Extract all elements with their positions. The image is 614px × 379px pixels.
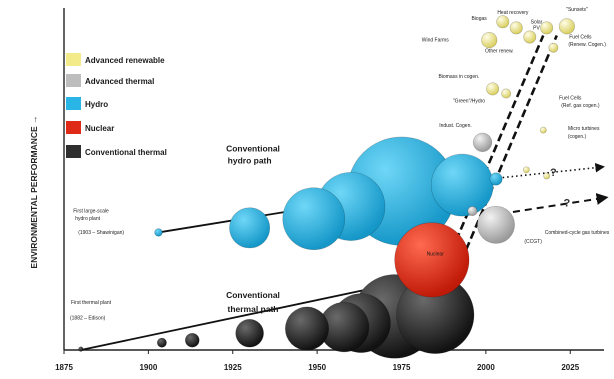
annotation-label: Wind Farms — [422, 38, 449, 44]
x-tick-label: 1925 — [224, 363, 242, 372]
annotation-label: Indust. Cogen. — [439, 123, 472, 129]
trend-path-dashed — [489, 193, 609, 217]
legend-label-advanced-renewable: Advanced renewable — [85, 56, 165, 65]
x-tick-label: 1950 — [308, 363, 326, 372]
bubble-advanced-renewable — [522, 166, 530, 174]
bubble-advanced-renewable — [539, 126, 547, 134]
path-label: hydro path — [228, 156, 272, 166]
legend-item-conventional-thermal: Conventional thermal — [66, 145, 167, 158]
bubble-hydro — [489, 172, 503, 186]
x-tick-label: 1875 — [55, 363, 73, 372]
annotation-label: Fuel Cells — [569, 35, 592, 41]
x-tick-label: 2025 — [561, 363, 579, 372]
annotation-label: Micro turbines — [568, 126, 600, 132]
annotation-label: Biogas — [471, 16, 487, 22]
trend-path-dashed-thick — [450, 34, 558, 284]
annotation-label: (cogen.) — [568, 134, 587, 140]
annotation-label: (Renew. Cogen.) — [568, 42, 606, 48]
bubble-advanced-renewable — [501, 88, 512, 99]
bubble-conventional-thermal — [78, 346, 84, 352]
question-mark: ? — [564, 197, 571, 209]
annotation-label: (1882 – Edison) — [70, 315, 106, 321]
bubble-advanced-renewable — [481, 32, 498, 49]
legend-swatch-nuclear — [66, 121, 81, 134]
bubble-advanced-thermal — [472, 132, 493, 152]
annotation-label: Heat recovery — [497, 10, 529, 16]
legend: Advanced renewable Advanced thermal Hydr… — [66, 53, 167, 158]
bubble-advanced-renewable — [540, 21, 554, 35]
annotation-label: Biomass in cogen. — [438, 74, 479, 80]
legend-item-hydro: Hydro — [66, 97, 108, 110]
path-label: Conventional — [226, 290, 280, 300]
legend-label-nuclear: Nuclear — [85, 124, 114, 133]
bubble-hydro — [282, 187, 346, 250]
annotation-label: (Ref. gas cogen.) — [561, 103, 600, 109]
legend-label-conventional-thermal: Conventional thermal — [85, 148, 167, 157]
y-axis-label: ENVIRONMENTAL PERFORMANCE → — [29, 115, 39, 268]
annotation-label: First thermal plant — [71, 300, 112, 306]
annotation-label: (1903 – Shawinigan) — [78, 230, 124, 236]
annotation-label: Combined-cycle gas turbines — [545, 230, 610, 236]
legend-swatch-conventional-thermal — [66, 145, 81, 158]
bubble-advanced-renewable — [509, 21, 523, 35]
bubble-hydro — [154, 228, 163, 237]
bubble-advanced-renewable — [486, 82, 500, 96]
annotation-label: (CCGT) — [524, 239, 542, 245]
annotation-label: PV — [533, 25, 540, 31]
legend-item-advanced-thermal: Advanced thermal — [66, 74, 154, 87]
bubble-conventional-thermal — [284, 306, 329, 351]
trend-path-dashed-thick — [440, 34, 545, 275]
annotation-label: Fuel Cells — [559, 96, 582, 102]
legend-label-advanced-thermal: Advanced thermal — [85, 77, 154, 86]
annotation-label: Other renew. — [485, 48, 514, 54]
bubble-advanced-renewable — [548, 42, 559, 53]
x-tick-label: 1975 — [393, 363, 411, 372]
bubble-advanced-renewable — [523, 30, 537, 44]
axes: 1875 1900 1925 1950 1975 2000 2025 — [55, 8, 604, 372]
bubble-conventional-thermal — [156, 337, 167, 348]
legend-label-hydro: Hydro — [85, 100, 108, 109]
x-tick-label: 2000 — [477, 363, 495, 372]
legend-item-nuclear: Nuclear — [66, 121, 114, 134]
legend-swatch-hydro — [66, 97, 81, 110]
legend-item-advanced-renewable: Advanced renewable — [66, 53, 165, 66]
bubble-conventional-thermal — [235, 318, 264, 348]
annotation-label: Solar — [531, 19, 543, 25]
bubble-advanced-thermal — [477, 205, 515, 244]
path-label: thermal path — [227, 304, 278, 314]
annotation-label: First large-scale — [73, 209, 109, 215]
legend-swatch-advanced-renewable — [66, 53, 81, 66]
legend-swatch-advanced-thermal — [66, 74, 81, 87]
bubble-advanced-renewable — [543, 172, 551, 180]
bubble-conventional-thermal — [184, 332, 200, 348]
question-mark: ? — [550, 167, 557, 179]
annotation-label: hydro plant — [75, 216, 100, 222]
annotation-label: Nuclear — [427, 251, 445, 257]
path-label: Conventional — [226, 144, 280, 154]
annotation-label: "Sunsets" — [566, 7, 588, 13]
bubble-advanced-renewable — [496, 15, 510, 29]
trend-path-dotted — [489, 162, 605, 180]
bubbles — [78, 15, 575, 359]
bubble-nuclear — [394, 222, 470, 298]
x-tick-label: 1900 — [139, 363, 157, 372]
bubble-hydro — [229, 207, 271, 249]
annotation-label: "Green"/Hydro — [453, 99, 485, 105]
bubble-advanced-thermal — [467, 206, 478, 217]
bubble-advanced-renewable — [558, 18, 575, 35]
bubble-hydro — [430, 153, 494, 217]
